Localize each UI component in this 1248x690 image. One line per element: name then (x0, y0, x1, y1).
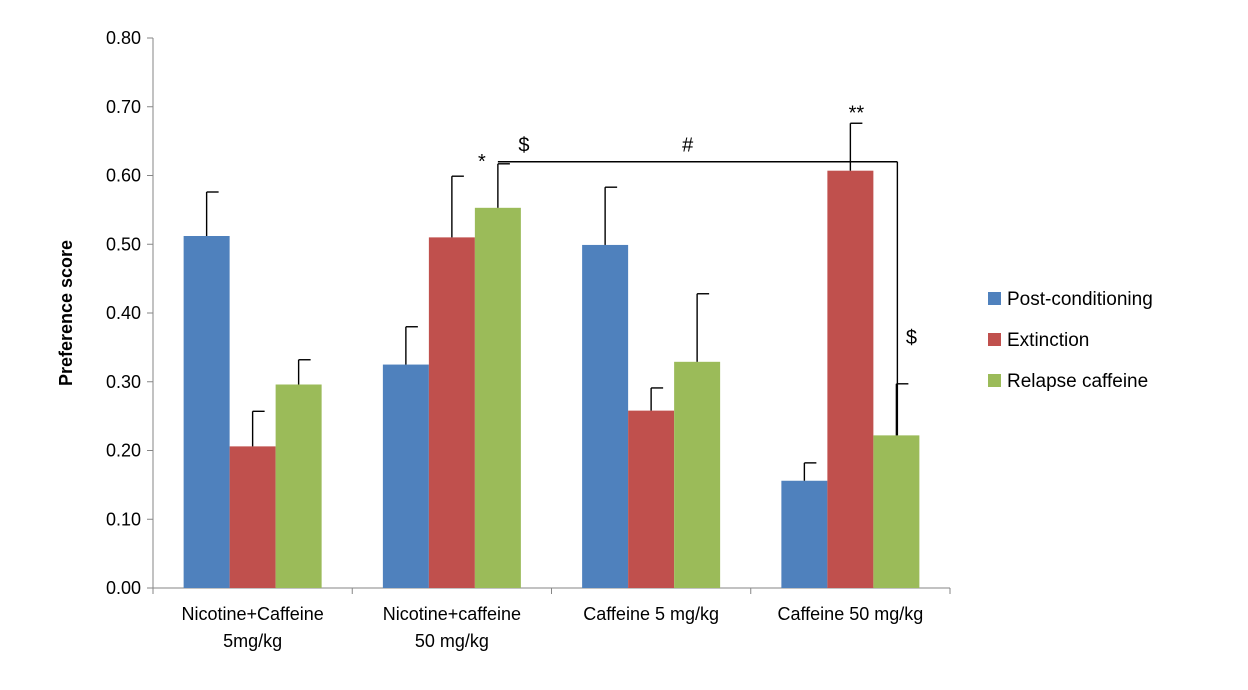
bar (474, 207, 521, 588)
legend-label: Extinction (1007, 330, 1089, 351)
x-tick-label: Caffeine 5 mg/kg (583, 604, 719, 624)
y-tick-label: 0.40 (106, 303, 141, 323)
annotation-dollar: $ (906, 327, 917, 349)
bar (428, 237, 475, 588)
legend: Post-conditioning Extinction Relapse caffe… (988, 289, 1153, 392)
error-bars (205, 122, 909, 481)
bar (183, 236, 230, 588)
x-tick-label: Caffeine 50 mg/kg (777, 604, 923, 624)
x-tick-label: Nicotine+Caffeine 5mg/kg (181, 604, 323, 651)
bars (183, 170, 920, 588)
bar (827, 170, 874, 588)
legend-label: Post-conditioning (1007, 289, 1153, 310)
y-tick-label: 0.10 (106, 509, 141, 529)
bar (275, 384, 322, 588)
legend-swatch (988, 374, 1001, 387)
bar (582, 244, 629, 588)
y-axis-label: Preference score (56, 240, 76, 386)
bar (628, 410, 675, 588)
y-axis: 0.00 0.10 0.20 0.30 0.40 0.50 0.60 0.70 0.80 (106, 28, 154, 598)
y-tick-label: 0.20 (106, 441, 141, 461)
bar (781, 480, 828, 588)
y-tick-label: 0.60 (106, 166, 141, 186)
annotation-hash: # (682, 134, 694, 156)
x-tick-label: Nicotine+caffeine 50 mg/kg (383, 604, 521, 651)
annotation-star: * (478, 151, 486, 173)
y-tick-label: 0.50 (106, 234, 141, 254)
y-tick-label: 0.70 (106, 97, 141, 117)
bar (674, 361, 721, 588)
y-tick-label: 0.00 (106, 578, 141, 598)
y-tick-label: 0.30 (106, 372, 141, 392)
annotation-dollar: $ (518, 134, 529, 156)
legend-label: Relapse caffeine (1007, 371, 1148, 392)
annotations: * $ # ** $ (478, 102, 917, 436)
annotation-double-star: ** (849, 102, 865, 124)
y-tick-label: 0.80 (106, 28, 141, 48)
legend-swatch (988, 333, 1001, 346)
x-axis: Nicotine+Caffeine 5mg/kg Nicotine+caffeine… (152, 587, 951, 651)
legend-swatch (988, 292, 1001, 305)
bar (873, 435, 920, 588)
bar (229, 446, 276, 588)
bar (382, 364, 429, 588)
